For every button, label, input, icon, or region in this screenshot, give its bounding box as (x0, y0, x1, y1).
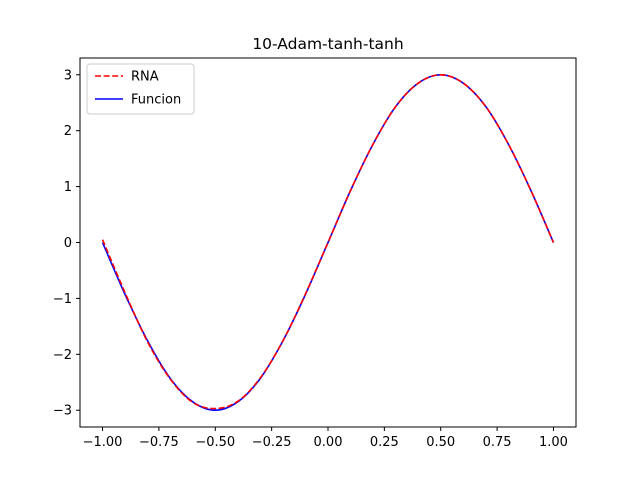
chart-title: 10-Adam-tanh-tanh (252, 35, 403, 53)
y-tick-label: 1 (64, 180, 72, 195)
y-tick-label: −2 (53, 348, 72, 363)
y-tick-label: −3 (53, 404, 72, 419)
x-tick-label: −0.25 (252, 435, 292, 450)
x-tick-label: 1.00 (539, 435, 568, 450)
legend-label-rna: RNA (131, 70, 159, 85)
plot-area: −1.00 −0.75 −0.50 −0.25 0.00 0.25 0.50 0.75 1.00… (53, 57, 577, 450)
series-line-rna (101, 73, 555, 410)
y-tick-label: 0 (64, 236, 72, 251)
y-tick-label: 3 (64, 68, 72, 83)
x-tick-label: −1.00 (83, 435, 123, 450)
x-tick-label: 0.75 (483, 435, 512, 450)
y-tick-label: 2 (64, 124, 72, 139)
x-tick-label: −0.50 (195, 435, 235, 450)
x-tick-label: −0.75 (139, 435, 179, 450)
x-axis: −1.00 −0.75 −0.50 −0.25 0.00 0.25 0.50 0.75 1.00 (83, 427, 568, 450)
legend: RNA Funcion (86, 63, 195, 115)
x-tick-label: 0.00 (314, 435, 343, 450)
x-tick-label: 0.50 (426, 435, 455, 450)
y-tick-label: −1 (53, 292, 72, 307)
y-axis: −3 −2 −1 0 1 2 3 (53, 68, 80, 419)
series-layer (101, 73, 555, 412)
legend-label-funcion: Funcion (131, 93, 181, 108)
x-tick-label: 0.25 (370, 435, 399, 450)
